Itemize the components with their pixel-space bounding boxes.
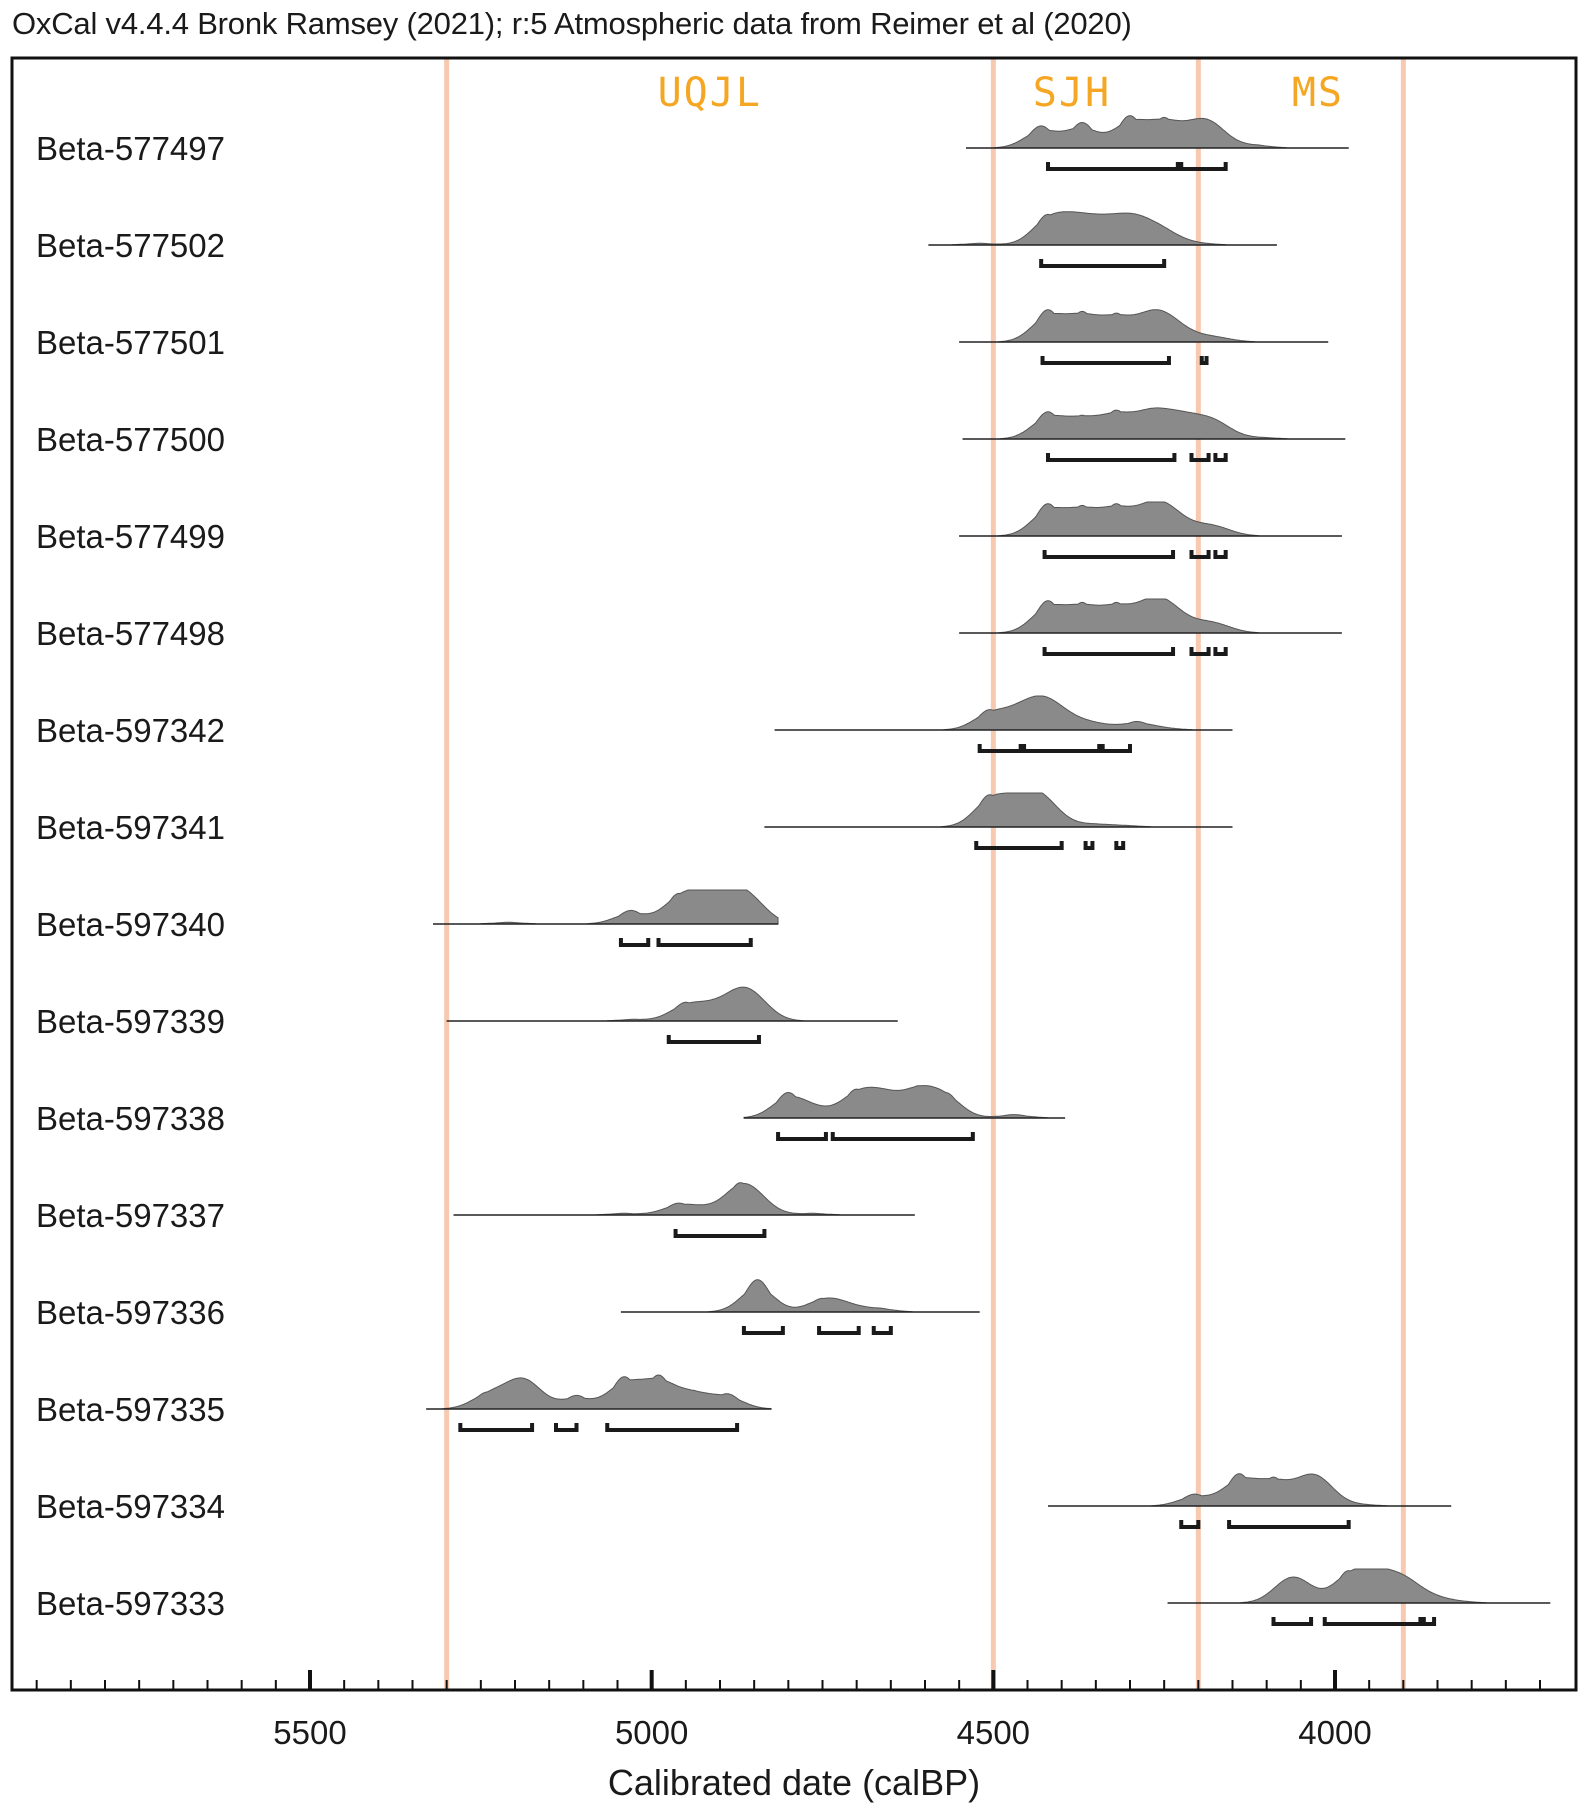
- range-bracket-15-0: [1271, 1617, 1314, 1626]
- range-bracket-10-0: [776, 1132, 828, 1141]
- range-bracket-6-0: [977, 744, 1023, 753]
- range-bracket-3-2: [1213, 453, 1228, 462]
- sample-label-10: Beta-597338: [36, 1100, 225, 1137]
- range-bracket-6-2: [1100, 744, 1132, 753]
- sample-label-3: Beta-577500: [36, 421, 225, 458]
- sample-label-6: Beta-597342: [36, 712, 225, 749]
- sample-label-2: Beta-577501: [36, 324, 225, 361]
- range-bracket-12-1: [817, 1326, 861, 1335]
- x-tick-label-1: 5000: [615, 1714, 688, 1751]
- range-bracket-0-1: [1179, 162, 1228, 171]
- sample-label-12: Beta-597336: [36, 1294, 225, 1331]
- range-bracket-13-1: [554, 1423, 579, 1432]
- range-bracket-14-1: [1227, 1520, 1351, 1529]
- range-bracket-7-1: [1083, 841, 1095, 850]
- range-bracket-15-2: [1421, 1617, 1437, 1626]
- density-curve-12: [620, 1279, 980, 1313]
- sample-label-0: Beta-577497: [36, 130, 225, 167]
- sample-label-11: Beta-597337: [36, 1197, 225, 1234]
- range-bracket-13-0: [458, 1423, 535, 1432]
- range-bracket-4-2: [1213, 550, 1228, 559]
- density-curve-10: [743, 1085, 1066, 1119]
- range-bracket-13-2: [605, 1423, 740, 1432]
- range-bracket-8-1: [656, 938, 753, 947]
- range-bracket-7-0: [974, 841, 1064, 850]
- sample-label-14: Beta-597334: [36, 1488, 225, 1525]
- range-bracket-12-2: [871, 1326, 893, 1335]
- density-curve-0: [966, 115, 1349, 149]
- x-tick-label-2: 4500: [957, 1714, 1030, 1751]
- phase-label-0: UQJL: [658, 70, 762, 116]
- range-bracket-12-0: [741, 1326, 785, 1335]
- range-bracket-11-0: [673, 1229, 767, 1238]
- range-bracket-7-2: [1114, 841, 1126, 850]
- range-bracket-4-1: [1189, 550, 1211, 559]
- density-curve-1: [928, 211, 1277, 246]
- density-curve-14: [1048, 1473, 1452, 1507]
- range-bracket-14-0: [1179, 1520, 1201, 1529]
- range-bracket-3-1: [1189, 453, 1211, 462]
- density-curve-2: [959, 309, 1329, 343]
- sample-label-1: Beta-577502: [36, 227, 225, 264]
- range-bracket-8-0: [618, 938, 651, 947]
- plot-frame: [10, 56, 1578, 1692]
- density-curve-7: [764, 792, 1233, 828]
- phase-label-1: SJH: [1033, 70, 1111, 116]
- density-curve-11: [453, 1182, 915, 1216]
- range-bracket-5-1: [1189, 647, 1211, 656]
- range-bracket-2-1: [1199, 356, 1209, 365]
- density-curve-8: [433, 889, 779, 925]
- range-bracket-0-0: [1046, 162, 1180, 171]
- range-bracket-5-0: [1042, 647, 1176, 656]
- sample-label-9: Beta-597339: [36, 1003, 225, 1040]
- density-curve-3: [962, 407, 1346, 440]
- x-axis-label: Calibrated date (calBP): [607, 1762, 981, 1803]
- range-bracket-1-0: [1039, 259, 1167, 268]
- range-bracket-4-0: [1042, 550, 1176, 559]
- chart-header: OxCal v4.4.4 Bronk Ramsey (2021); r:5 At…: [12, 6, 1132, 41]
- density-curve-4: [959, 501, 1342, 537]
- density-curve-15: [1167, 1568, 1551, 1604]
- range-bracket-9-0: [666, 1035, 761, 1044]
- density-curve-6: [774, 695, 1233, 731]
- x-tick-label-0: 5500: [273, 1714, 346, 1751]
- sample-label-8: Beta-597340: [36, 906, 225, 943]
- density-curve-13: [426, 1374, 772, 1410]
- range-bracket-2-0: [1040, 356, 1171, 365]
- range-bracket-10-1: [830, 1132, 975, 1141]
- sample-label-5: Beta-577498: [36, 615, 225, 652]
- sample-label-13: Beta-597335: [36, 1391, 225, 1428]
- range-bracket-5-2: [1213, 647, 1228, 656]
- range-bracket-15-1: [1322, 1617, 1423, 1626]
- density-curve-5: [959, 598, 1342, 634]
- sample-label-15: Beta-597333: [36, 1585, 225, 1622]
- density-curve-9: [446, 986, 898, 1022]
- sample-label-7: Beta-597341: [36, 809, 225, 846]
- sample-label-4: Beta-577499: [36, 518, 225, 555]
- phase-label-2: MS: [1292, 70, 1344, 116]
- x-tick-label-3: 4000: [1298, 1714, 1371, 1751]
- range-bracket-3-0: [1046, 453, 1177, 462]
- range-bracket-6-1: [1022, 744, 1102, 753]
